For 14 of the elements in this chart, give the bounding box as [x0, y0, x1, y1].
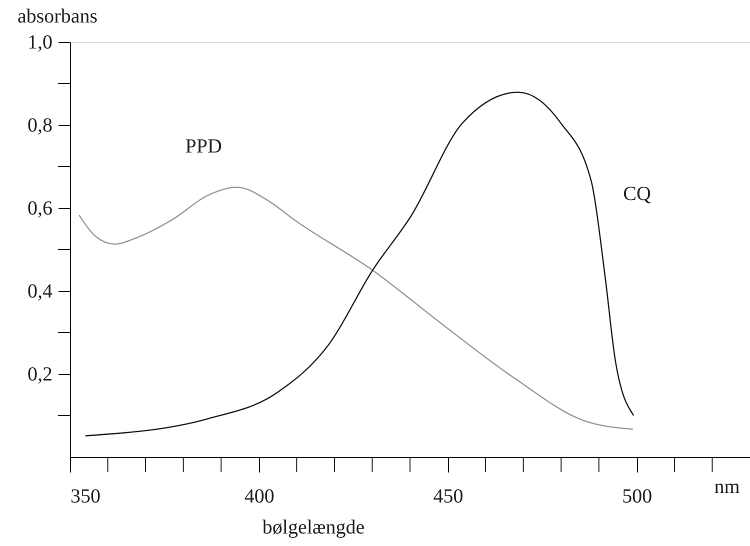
y-tick-label: 0,8 — [28, 114, 52, 136]
y-tick-label: 0,6 — [28, 198, 52, 220]
y-tick-label: 0,4 — [28, 280, 52, 302]
text: nm — [714, 476, 740, 498]
x-tick-label: 400 — [244, 486, 274, 508]
y-tick-label: 1,0 — [28, 32, 52, 54]
x-tick-label: 350 — [70, 486, 100, 508]
y-tick-label: 0,2 — [28, 364, 52, 386]
x-tick-label: 500 — [622, 486, 652, 508]
x-tick-label: 450 — [433, 486, 464, 508]
series-label: PPD — [185, 135, 222, 158]
x-axis-title: bølgelængde — [262, 516, 365, 538]
series-label: CQ — [623, 183, 652, 206]
y-axis-title: absorbans — [18, 6, 98, 28]
